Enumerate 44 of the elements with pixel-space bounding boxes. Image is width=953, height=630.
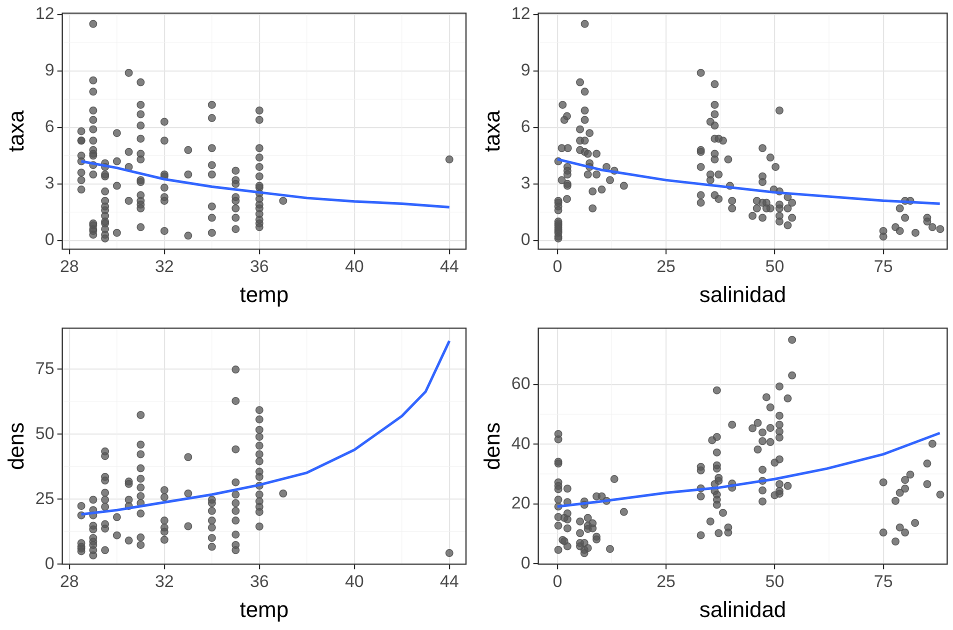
x-tick-label: 36 [250, 257, 269, 276]
x-tick-label: 75 [874, 572, 893, 592]
y-tick-label: 3 [520, 174, 530, 193]
y-axis-title: dens [479, 422, 504, 470]
x-tick-label: 0 [552, 572, 562, 592]
x-tick-label: 0 [552, 257, 562, 276]
x-tick-label: 32 [154, 572, 174, 592]
y-tick-label: 9 [44, 60, 54, 80]
x-tick-label: 40 [344, 572, 364, 592]
y-axis-title: taxa [479, 110, 504, 152]
x-tick-label: 40 [344, 257, 364, 276]
x-tick-label: 28 [60, 257, 79, 276]
x-tick-label: 36 [250, 572, 269, 592]
x-tick-label: 25 [656, 572, 676, 592]
x-axis-title: temp [240, 282, 289, 307]
x-axis-title: salinidad [699, 282, 786, 307]
x-tick-label: 32 [154, 257, 174, 276]
y-tick-label: 75 [35, 358, 54, 378]
x-tick-label: 44 [440, 572, 459, 592]
x-tick-label: 50 [765, 572, 784, 592]
x-tick-label: 50 [765, 257, 784, 276]
x-tick-label: 75 [874, 257, 893, 276]
x-tick-label: 25 [656, 257, 676, 276]
x-axis-title: temp [240, 596, 289, 622]
y-tick-label: 0 [44, 230, 54, 250]
y-tick-label: 50 [35, 424, 54, 443]
x-axis-title: salinidad [699, 596, 786, 622]
y-tick-label: 40 [511, 434, 530, 453]
y-tick-label: 0 [44, 554, 54, 573]
y-tick-label: 3 [44, 174, 54, 193]
y-tick-label: 25 [35, 488, 54, 508]
y-axis-title: taxa [3, 110, 28, 152]
y-tick-label: 0 [520, 230, 530, 250]
y-tick-label: 20 [511, 494, 530, 513]
y-tick-label: 0 [520, 553, 530, 572]
y-tick-label: 60 [511, 374, 530, 394]
x-tick-label: 44 [440, 257, 459, 276]
y-tick-label: 12 [511, 4, 530, 24]
y-tick-label: 9 [520, 60, 530, 80]
x-tick-label: 28 [60, 572, 79, 592]
y-tick-label: 12 [35, 4, 54, 24]
y-tick-label: 6 [520, 117, 530, 136]
y-axis-title: dens [3, 422, 28, 470]
y-tick-label: 6 [44, 117, 54, 136]
